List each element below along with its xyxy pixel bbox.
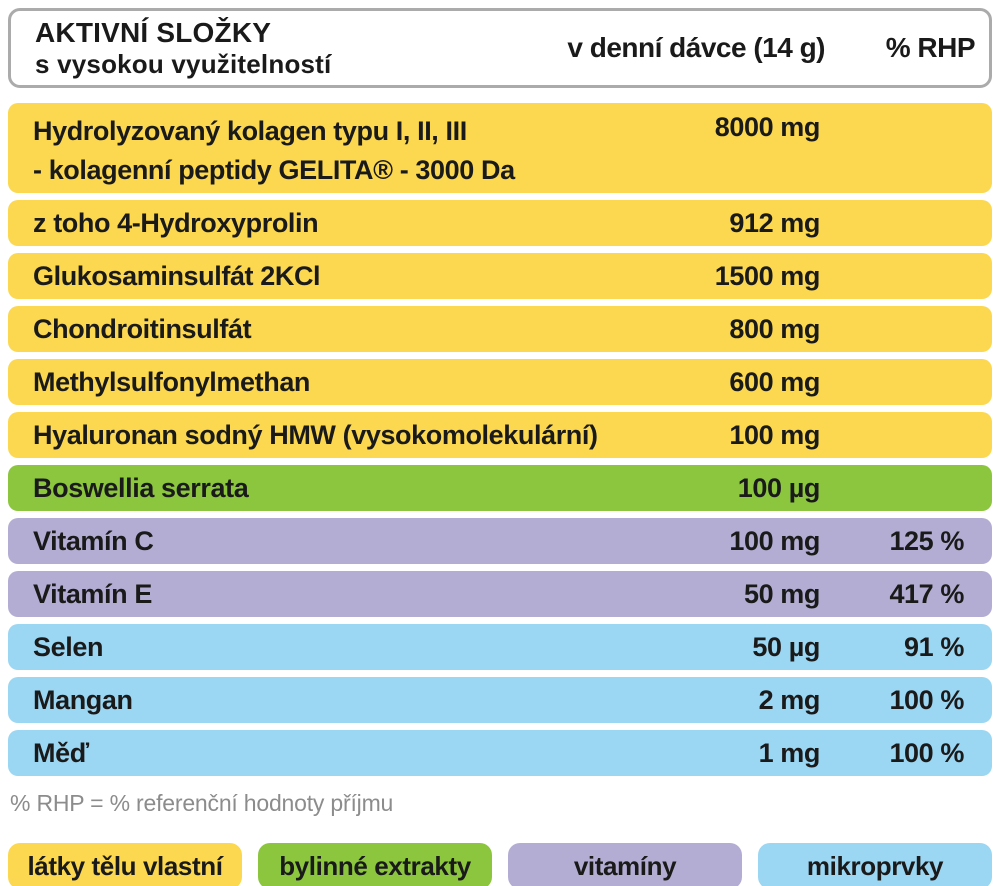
legend-badge-vitaminy: vitamíny bbox=[508, 843, 742, 886]
table-row: Hyaluronan sodný HMW (vysokomolekulární)… bbox=[8, 412, 992, 458]
category-legend: látky tělu vlastní bylinné extrakty vita… bbox=[8, 843, 992, 886]
table-row: Boswellia serrata 100 µg bbox=[8, 465, 992, 511]
ingredient-name-line1: Hydrolyzovaný kolagen typu I, II, III bbox=[33, 116, 467, 146]
column-header-rhp: % RHP bbox=[885, 32, 976, 63]
ingredient-amount: 1500 mg bbox=[714, 260, 821, 291]
table-title-line1: AKTIVNÍ SLOŽKY bbox=[35, 17, 272, 49]
ingredient-name: Hyaluronan sodný HMW (vysokomolekulární) bbox=[33, 419, 598, 450]
ingredient-rhp: 91 % bbox=[904, 631, 964, 662]
table-row: Glukosaminsulfát 2KCl 1500 mg bbox=[8, 253, 992, 299]
ingredient-rhp: 417 % bbox=[889, 578, 964, 609]
table-row: z toho 4-Hydroxyprolin 912 mg bbox=[8, 200, 992, 246]
ingredient-name: Mangan bbox=[33, 684, 133, 715]
ingredient-name: z toho 4-Hydroxyprolin bbox=[33, 207, 319, 238]
table-row: Měď 1 mg 100 % bbox=[8, 730, 992, 776]
legend-badge-mikroprvky: mikroprvky bbox=[758, 843, 992, 886]
ingredient-name: Boswellia serrata bbox=[33, 472, 249, 503]
ingredient-rows: Hydrolyzovaný kolagen typu I, II, III - … bbox=[0, 103, 1000, 776]
ingredient-name-line2: - kolagenní peptidy GELITA® - 3000 Da bbox=[33, 155, 515, 186]
ingredient-amount: 50 µg bbox=[752, 631, 820, 662]
table-row: Vitamín C 100 mg 125 % bbox=[8, 518, 992, 564]
table-row: Hydrolyzovaný kolagen typu I, II, III - … bbox=[8, 103, 992, 193]
ingredient-amount: 600 mg bbox=[729, 366, 820, 397]
ingredient-name: Glukosaminsulfát 2KCl bbox=[33, 260, 321, 291]
column-header-dose: v denní dávce (14 g) bbox=[567, 32, 825, 63]
table-row: Selen 50 µg 91 % bbox=[8, 624, 992, 670]
ingredient-name: Hydrolyzovaný kolagen typu I, II, III - … bbox=[33, 112, 660, 191]
ingredient-rhp: 100 % bbox=[889, 737, 964, 768]
ingredient-name: Vitamín E bbox=[33, 578, 152, 609]
table-row: Vitamín E 50 mg 417 % bbox=[8, 571, 992, 617]
ingredient-amount: 1 mg bbox=[758, 737, 821, 768]
table-title-line2: s vysokou využitelností bbox=[35, 49, 332, 80]
rhp-footnote: % RHP = % referenční hodnoty příjmu bbox=[10, 790, 394, 816]
ingredient-name: Chondroitinsulfát bbox=[33, 313, 252, 344]
ingredient-name: Vitamín C bbox=[33, 525, 154, 556]
ingredient-amount: 800 mg bbox=[729, 313, 820, 344]
legend-badge-latky-telu-vlastni: látky tělu vlastní bbox=[8, 843, 242, 886]
ingredient-amount: 50 mg bbox=[743, 578, 820, 609]
ingredient-name: Selen bbox=[33, 631, 104, 662]
ingredient-name: Methylsulfonylmethan bbox=[33, 366, 311, 397]
table-row: Chondroitinsulfát 800 mg bbox=[8, 306, 992, 352]
ingredient-amount: 100 mg bbox=[729, 525, 820, 556]
ingredient-name: Měď bbox=[33, 737, 89, 768]
table-header: AKTIVNÍ SLOŽKY s vysokou využitelností v… bbox=[8, 8, 992, 88]
legend-badge-bylinne-extrakty: bylinné extrakty bbox=[258, 843, 492, 886]
ingredient-amount: 912 mg bbox=[729, 207, 820, 238]
ingredient-rhp: 125 % bbox=[889, 525, 964, 556]
nutrition-label: AKTIVNÍ SLOŽKY s vysokou využitelností v… bbox=[0, 8, 1000, 886]
table-row: Methylsulfonylmethan 600 mg bbox=[8, 359, 992, 405]
ingredient-amount: 8000 mg bbox=[714, 112, 821, 142]
table-row: Mangan 2 mg 100 % bbox=[8, 677, 992, 723]
ingredient-amount: 100 mg bbox=[729, 419, 820, 450]
ingredient-amount: 100 µg bbox=[737, 472, 821, 503]
ingredient-amount: 2 mg bbox=[758, 684, 821, 715]
ingredient-rhp: 100 % bbox=[889, 684, 964, 715]
table-title: AKTIVNÍ SLOŽKY s vysokou využitelností bbox=[35, 16, 567, 80]
